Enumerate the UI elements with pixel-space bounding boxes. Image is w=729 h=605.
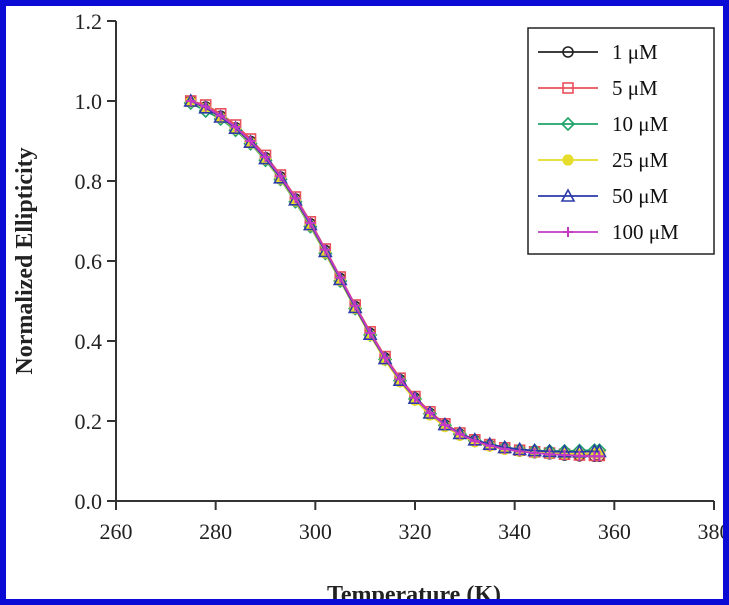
legend: 1 μM 5 μM 10 μM 25 μM 50 μM 100 μM: [527, 27, 715, 255]
series-5: [185, 96, 605, 462]
data-point: [332, 271, 348, 286]
legend-entry: 1 μM: [538, 40, 658, 64]
legend-label: 25 μM: [612, 148, 669, 172]
y-tick-label: 0.8: [75, 169, 103, 194]
data-point: [335, 272, 346, 283]
legend-label: 10 μM: [612, 112, 669, 136]
data-point: [365, 328, 376, 338]
legend-label: 100 μM: [612, 220, 679, 244]
data-point: [562, 82, 574, 94]
data-point: [305, 218, 316, 228]
x-tick-label: 280: [199, 519, 232, 544]
data-point: [410, 392, 420, 403]
data-point: [544, 449, 555, 460]
data-point: [499, 444, 510, 454]
data-point: [562, 154, 574, 166]
y-tick-label: 0.2: [75, 409, 103, 434]
data-point: [560, 188, 576, 202]
legend-entry: 100 μM: [538, 220, 679, 244]
data-point: [380, 352, 391, 363]
data-point: [395, 374, 406, 385]
data-point: [347, 299, 363, 314]
legend-entry: 50 μM: [538, 184, 669, 208]
data-point: [559, 450, 570, 460]
x-tick-label: 260: [100, 519, 133, 544]
data-point: [424, 408, 435, 418]
legend-label: 1 μM: [612, 40, 658, 64]
data-point: [215, 110, 226, 121]
data-point: [185, 96, 196, 106]
data-point: [273, 170, 288, 184]
y-tick-label: 0.0: [75, 489, 103, 514]
data-point: [288, 192, 303, 206]
data-point: [574, 450, 585, 461]
data-point: [303, 216, 318, 231]
y-tick-label: 0.6: [75, 249, 103, 274]
axes: 260 280 300 320 340 360 380 0.0 0.2 0.4 0.6 0.8 1.0 1…: [75, 9, 729, 544]
legend-label: 50 μM: [612, 184, 669, 208]
x-tick-label: 320: [399, 519, 432, 544]
data-point: [245, 136, 256, 146]
legend-label: 5 μM: [612, 76, 658, 100]
data-point: [484, 440, 495, 451]
data-point: [469, 436, 480, 446]
data-point: [562, 46, 574, 58]
data-point: [454, 429, 465, 440]
legend-box: [527, 27, 715, 255]
series-layer: [183, 93, 607, 463]
legend-entry: 10 μM: [538, 112, 669, 136]
data-point: [594, 451, 605, 462]
y-tick-label: 1.2: [75, 9, 103, 34]
ellipticity-chart: 260 280 300 320 340 360 380 0.0 0.2 0.4 0.6 0.8 1.0 1…: [12, 9, 729, 605]
data-point: [275, 171, 286, 182]
data-point: [258, 150, 273, 165]
data-point: [317, 243, 333, 258]
data-point: [200, 101, 211, 112]
data-point: [560, 116, 576, 132]
data-point: [514, 446, 525, 457]
data-point: [260, 152, 271, 162]
x-tick-label: 340: [498, 519, 531, 544]
x-tick-label: 360: [598, 519, 631, 544]
data-point: [290, 193, 301, 204]
data-point: [320, 244, 331, 255]
x-tick-label: 380: [698, 519, 729, 544]
data-point: [563, 227, 573, 237]
legend-entry: 25 μM: [538, 148, 669, 172]
data-point: [350, 300, 361, 311]
y-tick-label: 0.4: [75, 329, 103, 354]
x-tick-label: 300: [299, 519, 332, 544]
x-axis-title: Temperature (K): [327, 582, 501, 605]
data-point: [439, 420, 450, 430]
y-axis-title: Normalized Ellipticity: [12, 147, 38, 374]
y-tick-label: 1.0: [75, 89, 103, 114]
data-point: [230, 122, 241, 132]
data-point: [529, 448, 540, 458]
legend-entry: 5 μM: [538, 76, 658, 100]
